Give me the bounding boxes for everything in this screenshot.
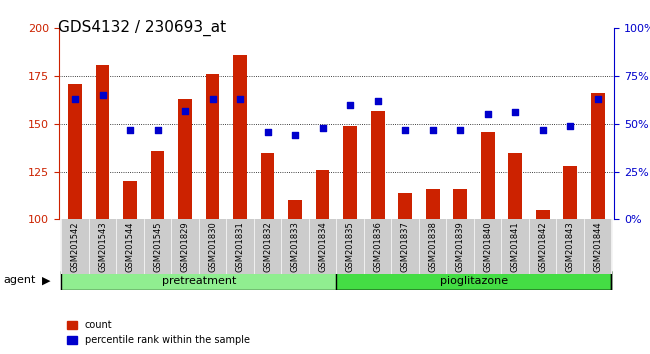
Bar <box>261 153 274 219</box>
Text: GSM201833: GSM201833 <box>291 222 300 272</box>
Bar <box>123 181 137 219</box>
Text: GSM201544: GSM201544 <box>125 222 135 272</box>
Bar <box>419 219 447 274</box>
Text: pioglitazone: pioglitazone <box>440 275 508 286</box>
Bar <box>481 132 495 219</box>
Bar <box>426 189 439 219</box>
Text: GSM201843: GSM201843 <box>566 222 575 272</box>
Text: GSM201841: GSM201841 <box>511 222 520 272</box>
Bar <box>453 189 467 219</box>
Bar <box>337 271 612 290</box>
Legend: count, percentile rank within the sample: count, percentile rank within the sample <box>63 316 254 349</box>
Text: pretreatment: pretreatment <box>162 275 236 286</box>
Bar <box>556 219 584 274</box>
Text: GSM201832: GSM201832 <box>263 222 272 272</box>
Text: GSM201543: GSM201543 <box>98 222 107 272</box>
Text: GSM201840: GSM201840 <box>483 222 492 272</box>
Bar <box>144 219 172 274</box>
Bar <box>151 151 164 219</box>
Text: GDS4132 / 230693_at: GDS4132 / 230693_at <box>58 19 227 36</box>
Text: GSM201545: GSM201545 <box>153 222 162 272</box>
Bar <box>564 166 577 219</box>
Bar <box>226 219 254 274</box>
Bar <box>536 210 550 219</box>
Bar <box>474 219 501 274</box>
Bar <box>96 65 109 219</box>
Text: GSM201839: GSM201839 <box>456 222 465 272</box>
Point <box>290 132 300 138</box>
Point <box>482 112 493 117</box>
Point <box>98 92 108 98</box>
Bar <box>309 219 337 274</box>
Bar <box>61 219 89 274</box>
Text: GSM201838: GSM201838 <box>428 222 437 272</box>
Point <box>565 123 575 129</box>
Point <box>345 102 356 108</box>
Bar <box>233 55 247 219</box>
Point <box>510 110 521 115</box>
Point <box>207 96 218 102</box>
Text: GSM201830: GSM201830 <box>208 222 217 272</box>
Point <box>593 96 603 102</box>
Bar <box>281 219 309 274</box>
Bar <box>172 219 199 274</box>
Text: agent: agent <box>3 275 36 285</box>
Bar <box>316 170 330 219</box>
Bar <box>343 126 357 219</box>
Bar <box>116 219 144 274</box>
Point <box>455 127 465 132</box>
Text: GSM201834: GSM201834 <box>318 222 327 272</box>
Point <box>372 98 383 104</box>
Text: GSM201842: GSM201842 <box>538 222 547 272</box>
Bar <box>370 110 385 219</box>
Bar <box>447 219 474 274</box>
Bar <box>398 193 412 219</box>
Bar <box>591 93 604 219</box>
Bar <box>199 219 226 274</box>
Bar <box>508 153 522 219</box>
Text: ▶: ▶ <box>42 276 51 286</box>
Text: GSM201837: GSM201837 <box>400 222 410 272</box>
Point <box>400 127 410 132</box>
Bar <box>254 219 281 274</box>
Bar <box>178 99 192 219</box>
Point <box>317 125 328 131</box>
Bar <box>89 219 116 274</box>
Bar <box>205 74 220 219</box>
Text: GSM201831: GSM201831 <box>235 222 244 272</box>
Point <box>125 127 135 132</box>
Bar <box>68 84 82 219</box>
Text: GSM201829: GSM201829 <box>181 222 190 272</box>
Bar <box>391 219 419 274</box>
Point <box>428 127 438 132</box>
Bar <box>61 271 337 290</box>
Text: GSM201835: GSM201835 <box>346 222 355 272</box>
Text: GSM201844: GSM201844 <box>593 222 603 272</box>
Text: GSM201836: GSM201836 <box>373 222 382 272</box>
Bar <box>584 219 612 274</box>
Bar <box>501 219 529 274</box>
Point <box>235 96 245 102</box>
Point <box>538 127 548 132</box>
Bar <box>529 219 556 274</box>
Point <box>263 129 273 135</box>
Point <box>70 96 80 102</box>
Point <box>152 127 162 132</box>
Bar <box>337 219 364 274</box>
Bar <box>337 271 612 290</box>
Bar <box>364 219 391 274</box>
Bar <box>288 200 302 219</box>
Text: GSM201542: GSM201542 <box>70 222 79 272</box>
Point <box>180 108 190 113</box>
